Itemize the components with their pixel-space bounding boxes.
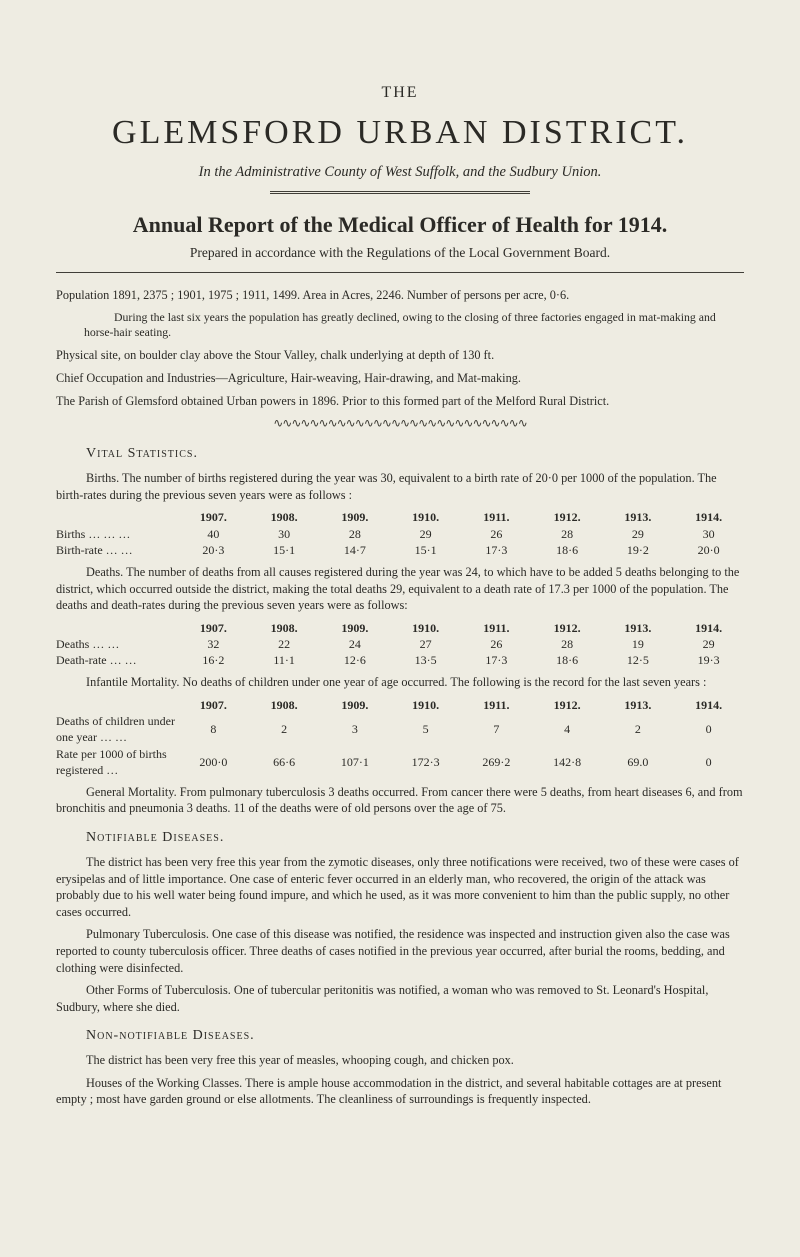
table-row: Death-rate … … 16·2 11·1 12·6 13·5 17·3 … [56,652,744,668]
vital-statistics-heading: Vital Statistics. [86,445,744,464]
notifiable-p2: Pulmonary Tuberculosis. One case of this… [56,926,744,976]
table-row: 1907. 1908. 1909. 1910. 1911. 1912. 1913… [56,697,744,713]
physical-site: Physical site, on boulder clay above the… [56,347,744,364]
table-row: Births … … … 40 30 28 29 26 28 29 30 [56,526,744,542]
the-word: THE [56,82,744,104]
table-row: 1907. 1908. 1909. 1910. 1911. 1912. 1913… [56,620,744,636]
table-row: Deaths … … 32 22 24 27 26 28 19 29 [56,636,744,652]
report-title: Annual Report of the Medical Officer of … [56,210,744,240]
table-row: Deaths of children under one year … … 8 … [56,713,744,745]
infantile-table: 1907. 1908. 1909. 1910. 1911. 1912. 1913… [56,697,744,778]
doc-subtitle: In the Administrative County of West Suf… [56,163,744,183]
births-table: 1907. 1908. 1909. 1910. 1911. 1912. 1913… [56,509,744,558]
table-row: 1907. 1908. 1909. 1910. 1911. 1912. 1913… [56,509,744,525]
prepared-line: Prepared in accordance with the Regulati… [56,244,744,262]
chief-occupation: Chief Occupation and Industries—Agricult… [56,370,744,387]
notifiable-p1: The district has been very free this yea… [56,854,744,920]
non-notifiable-heading: Non-notifiable Diseases. [86,1027,744,1046]
deaths-table: 1907. 1908. 1909. 1910. 1911. 1912. 1913… [56,620,744,669]
deaths-intro: Deaths. The number of deaths from all ca… [56,564,744,614]
non-notifiable-p2: Houses of the Working Classes. There is … [56,1075,744,1108]
non-notifiable-p1: The district has been very free this yea… [56,1052,744,1069]
during-note: During the last six years the population… [56,310,744,342]
births-intro: Births. The number of births registered … [56,470,744,503]
double-rule [270,191,530,194]
notifiable-p3: Other Forms of Tuberculosis. One of tube… [56,982,744,1015]
doc-title: GLEMSFORD URBAN DISTRICT. [56,110,744,156]
general-mortality: General Mortality. From pulmonary tuberc… [56,784,744,817]
infantile-intro: Infantile Mortality. No deaths of childr… [56,674,744,691]
table-row: Birth-rate … … 20·3 15·1 14·7 15·1 17·3 … [56,542,744,558]
population-line: Population 1891, 2375 ; 1901, 1975 ; 191… [56,287,744,304]
rule [56,272,744,273]
wavy-rule: ∿∿∿∿∿∿∿∿∿∿∿∿∿∿∿∿∿∿∿∿∿∿∿∿∿∿∿∿ [56,415,744,431]
table-row: Rate per 1000 of births registered … 200… [56,746,744,778]
parish-line: The Parish of Glemsford obtained Urban p… [56,393,744,410]
notifiable-heading: Notifiable Diseases. [86,829,744,848]
